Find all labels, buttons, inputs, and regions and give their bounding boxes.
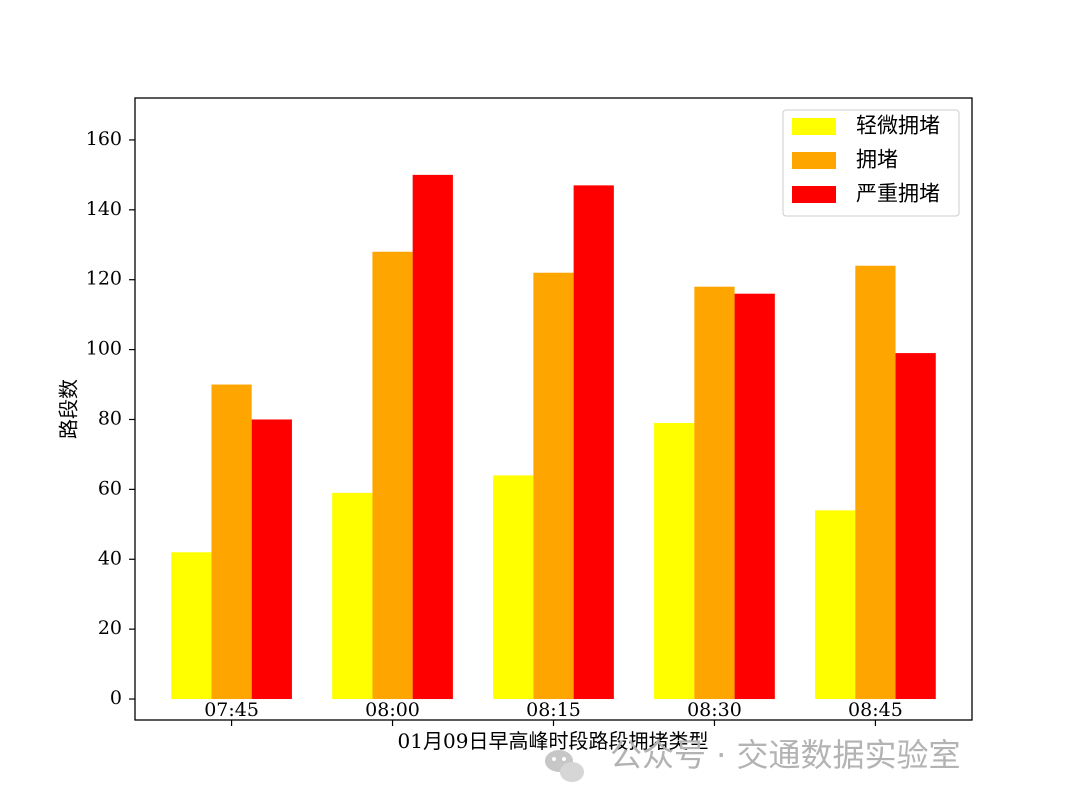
x-tick-label: 08:15 bbox=[526, 699, 581, 721]
legend-swatch bbox=[792, 186, 836, 203]
y-tick-label: 20 bbox=[98, 617, 122, 639]
y-tick-label: 0 bbox=[110, 687, 122, 709]
y-tick-label: 160 bbox=[86, 128, 122, 150]
y-tick-label: 120 bbox=[86, 268, 122, 290]
wechat-icon bbox=[545, 750, 584, 782]
bar-2-08:15 bbox=[533, 272, 574, 700]
bar-1-07:45 bbox=[171, 552, 212, 700]
legend-swatch bbox=[792, 118, 836, 135]
bars-layer bbox=[171, 174, 936, 700]
y-tick-label: 140 bbox=[86, 198, 122, 220]
x-tick-label: 08:00 bbox=[365, 699, 420, 721]
y-axis: 0 20 40 60 80 100 120 140 160 bbox=[86, 128, 135, 709]
y-tick-label: 100 bbox=[86, 338, 122, 360]
watermark-text: 公众号 · 交通数据实验室 bbox=[610, 736, 961, 774]
watermark: 公众号 · 交通数据实验室 bbox=[545, 736, 961, 782]
bar-2-08:00 bbox=[372, 251, 413, 700]
bar-3-08:15 bbox=[573, 185, 614, 700]
bar-3-08:30 bbox=[734, 293, 775, 700]
y-tick-label: 80 bbox=[98, 407, 122, 429]
y-tick-label: 40 bbox=[98, 547, 122, 569]
x-tick-label: 08:45 bbox=[848, 699, 903, 721]
bar-3-07:45 bbox=[251, 419, 292, 700]
bar-1-08:15 bbox=[493, 475, 534, 700]
x-axis: 07:45 08:00 08:15 08:30 08:45 bbox=[204, 699, 903, 726]
legend-label: 拥堵 bbox=[856, 148, 898, 172]
bar-3-08:45 bbox=[895, 353, 936, 700]
y-tick-label: 60 bbox=[98, 477, 122, 499]
legend-swatch bbox=[792, 152, 836, 169]
bar-2-08:45 bbox=[855, 265, 896, 700]
x-tick-label: 07:45 bbox=[204, 699, 259, 721]
x-tick-label: 08:30 bbox=[687, 699, 742, 721]
legend-label: 严重拥堵 bbox=[856, 182, 940, 206]
legend-label: 轻微拥堵 bbox=[856, 114, 940, 138]
x-axis-title: 01月09日早高峰时段路段拥堵类型 bbox=[398, 729, 709, 753]
bar-1-08:45 bbox=[815, 510, 856, 700]
bar-2-07:45 bbox=[211, 384, 252, 700]
bar-2-08:30 bbox=[694, 286, 735, 700]
bar-3-08:00 bbox=[412, 174, 453, 700]
y-axis-title: 路段数 bbox=[57, 379, 81, 439]
bar-1-08:00 bbox=[332, 492, 373, 700]
bar-1-08:30 bbox=[654, 422, 695, 700]
